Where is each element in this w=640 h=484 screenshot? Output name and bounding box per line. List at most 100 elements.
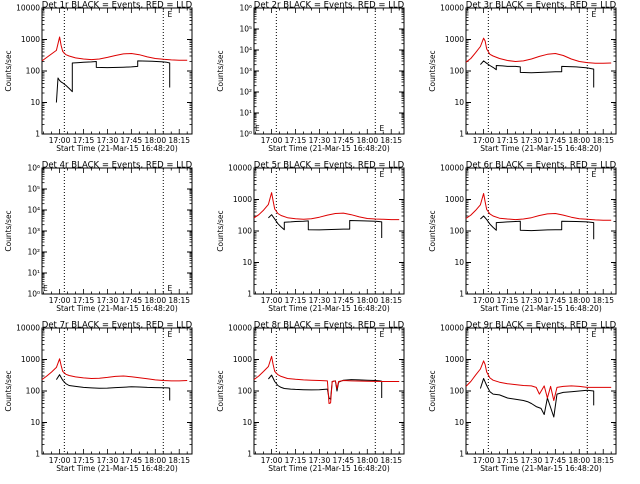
- x-axis-label: Start Time (21-Mar-15 16:48:20): [56, 464, 178, 473]
- x-tick-label: 18:15: [592, 136, 614, 145]
- x-tick-label: 18:00: [568, 456, 590, 465]
- panel-1r: Det 1r BLACK = Events, RED = LLD 1 10 100 10…: [4, 1, 193, 154]
- panel-6r: Det 6r BLACK = Events, RED = LLD 1 10 100 10…: [428, 161, 617, 314]
- x-tick-label: 17:00: [49, 456, 71, 465]
- y-tick-label: 10³: [27, 227, 40, 236]
- x-tick-label: 17:45: [121, 456, 143, 465]
- x-tick-label: 17:00: [473, 456, 495, 465]
- y-tick-label: 1000: [21, 35, 40, 44]
- y-tick-label: 10⁴: [239, 46, 252, 55]
- x-tick-label: 18:15: [168, 456, 190, 465]
- x-tick-label: 18:00: [568, 296, 590, 305]
- x-tick-label: 17:45: [121, 136, 143, 145]
- x-tick-label: 18:00: [356, 456, 378, 465]
- series-events-line: [480, 60, 595, 88]
- marker-e-label: E: [379, 124, 384, 133]
- x-tick-label: 17:30: [309, 136, 331, 145]
- y-tick-label: 10²: [27, 248, 40, 257]
- y-tick-label: 1000: [445, 195, 464, 204]
- panel-title: Det 8r BLACK = Events, RED = LLD: [254, 321, 405, 331]
- panel-title: Det 7r BLACK = Events, RED = LLD: [42, 321, 193, 331]
- x-tick-label: 17:45: [545, 136, 567, 145]
- marker-e-label: E: [591, 170, 596, 179]
- y-tick-label: 10: [30, 418, 40, 427]
- x-tick-label: 17:45: [333, 136, 355, 145]
- x-tick-label: 17:30: [521, 136, 543, 145]
- y-tick-label: 1: [35, 450, 40, 459]
- panel-2r: Det 2r BLACK = Events, RED = LLD 10⁰ 10¹ 10…: [216, 1, 405, 154]
- series-events-line: [268, 214, 383, 238]
- x-tick-label: 17:45: [333, 456, 355, 465]
- y-tick-label: 1: [247, 450, 252, 459]
- panel-title: Det 9r BLACK = Events, RED = LLD: [466, 321, 617, 331]
- y-axis-label: Counts/sec: [216, 210, 225, 251]
- y-tick-label: 10: [454, 258, 464, 267]
- y-axis-label: Counts/sec: [4, 50, 13, 91]
- y-tick-label: 10000: [228, 324, 252, 333]
- x-tick-label: 17:30: [521, 456, 543, 465]
- y-tick-label: 100: [238, 387, 253, 396]
- series-events-line: [480, 215, 595, 240]
- x-axis-label: Start Time (21-Mar-15 16:48:20): [480, 144, 602, 153]
- series-events-line: [479, 378, 595, 418]
- x-tick-label: 17:15: [73, 456, 95, 465]
- y-tick-label: 100: [26, 67, 41, 76]
- panel-title: Det 5r BLACK = Events, RED = LLD: [254, 161, 405, 171]
- y-tick-label: 10⁶: [27, 164, 40, 173]
- y-tick-label: 10000: [440, 324, 464, 333]
- y-tick-label: 10: [30, 98, 40, 107]
- x-tick-label: 17:15: [285, 136, 307, 145]
- x-tick-label: 18:15: [168, 296, 190, 305]
- x-tick-label: 17:00: [261, 136, 283, 145]
- y-tick-label: 10¹: [27, 269, 40, 278]
- y-tick-label: 1000: [445, 35, 464, 44]
- panel-title: Det 2r BLACK = Events, RED = LLD: [254, 1, 405, 11]
- x-tick-label: 17:45: [545, 296, 567, 305]
- y-tick-label: 1: [459, 450, 464, 459]
- y-axis-label: Counts/sec: [428, 370, 437, 411]
- y-tick-label: 100: [238, 227, 253, 236]
- y-tick-label: 10000: [228, 164, 252, 173]
- y-tick-label: 10000: [16, 4, 40, 13]
- y-axis-label: Counts/sec: [4, 210, 13, 251]
- y-tick-label: 10³: [239, 67, 252, 76]
- y-tick-label: 1000: [233, 195, 252, 204]
- x-tick-label: 17:00: [473, 136, 495, 145]
- x-axis-label: Start Time (21-Mar-15 16:48:20): [268, 144, 390, 153]
- y-axis-label: Counts/sec: [4, 370, 13, 411]
- y-tick-label: 10: [454, 98, 464, 107]
- x-tick-label: 17:15: [285, 296, 307, 305]
- panel-title: Det 3r BLACK = Events, RED = LLD: [466, 1, 617, 11]
- x-tick-label: 17:00: [261, 456, 283, 465]
- x-tick-label: 17:15: [497, 136, 519, 145]
- y-tick-label: 10⁵: [27, 185, 40, 194]
- marker-e-label: E: [591, 10, 596, 19]
- series-events-line: [55, 374, 171, 401]
- y-tick-label: 10¹: [239, 109, 252, 118]
- y-axis-label: Counts/sec: [216, 50, 225, 91]
- marker-e-label: E: [167, 284, 172, 293]
- y-tick-label: 100: [26, 387, 41, 396]
- y-tick-label: 1: [459, 130, 464, 139]
- marker-e-label: E: [379, 170, 384, 179]
- y-tick-label: 100: [450, 227, 465, 236]
- series-lld-line: [465, 193, 612, 221]
- series-events-line: [55, 60, 171, 103]
- x-tick-label: 18:15: [168, 136, 190, 145]
- marker-e-label: E: [255, 124, 260, 133]
- x-tick-label: 17:30: [521, 296, 543, 305]
- marker-e-label: E: [167, 10, 172, 19]
- x-tick-label: 17:15: [73, 136, 95, 145]
- y-tick-label: 1000: [233, 355, 252, 364]
- x-tick-label: 17:30: [309, 296, 331, 305]
- x-axis-label: Start Time (21-Mar-15 16:48:20): [56, 144, 178, 153]
- y-tick-label: 10²: [239, 88, 252, 97]
- panel-9r: Det 9r BLACK = Events, RED = LLD 1 10 100 10…: [428, 321, 617, 474]
- x-tick-label: 18:00: [144, 296, 166, 305]
- series-lld-line: [41, 36, 188, 62]
- y-tick-label: 10⁴: [27, 206, 40, 215]
- x-tick-label: 17:00: [49, 136, 71, 145]
- y-tick-label: 10⁵: [239, 25, 252, 34]
- x-tick-label: 17:30: [97, 136, 119, 145]
- x-tick-label: 18:00: [144, 136, 166, 145]
